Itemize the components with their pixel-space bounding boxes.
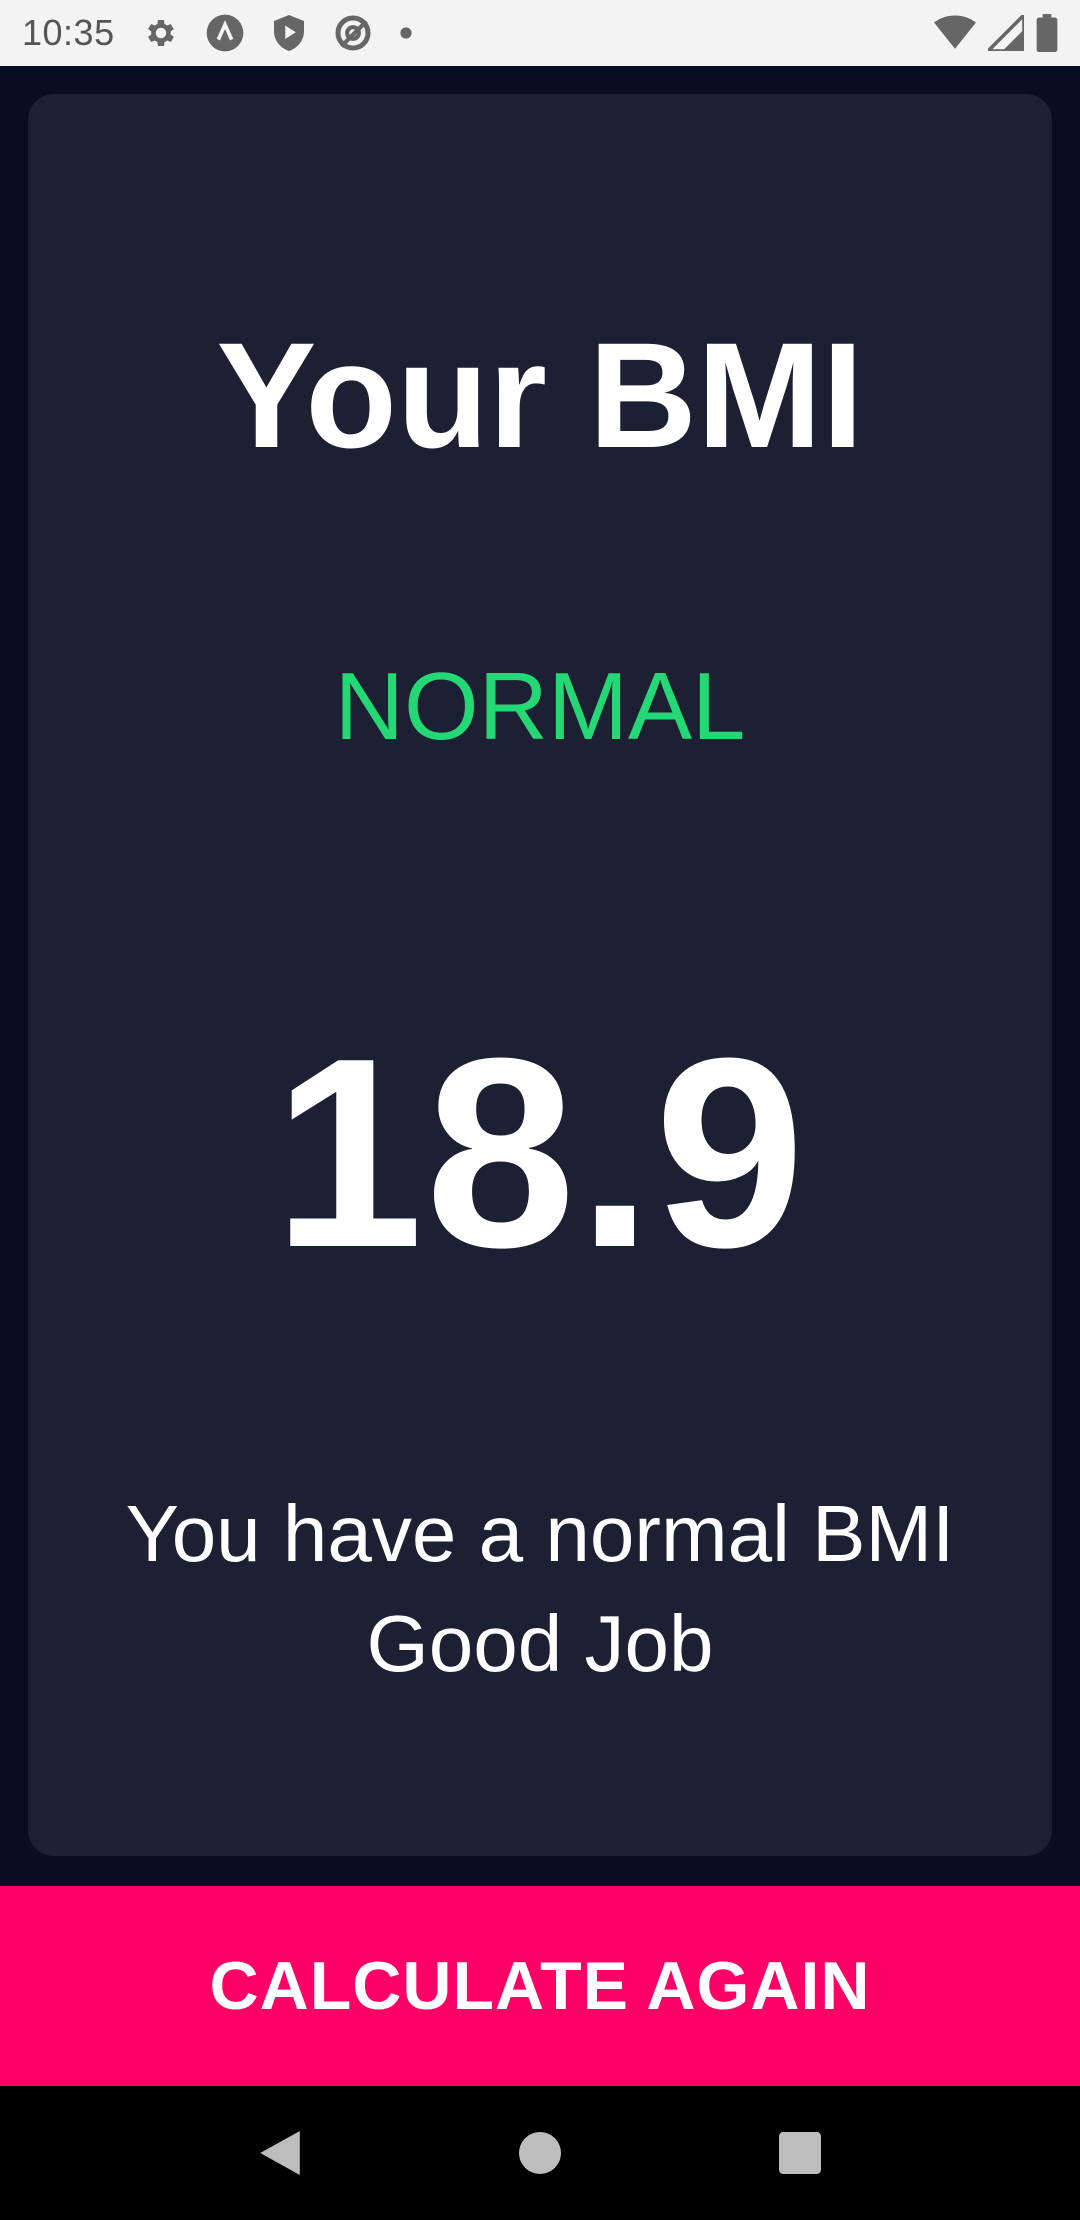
page-title: Your BMI <box>216 311 864 479</box>
status-time: 10:35 <box>22 12 115 53</box>
data-saver-icon <box>333 13 373 53</box>
bmi-message-line1: You have a normal BMI <box>125 1489 955 1578</box>
status-icons-left <box>143 13 413 53</box>
navigation-bar <box>0 2086 1080 2220</box>
dot-icon <box>399 26 413 40</box>
signal-icon <box>988 15 1024 51</box>
wifi-icon <box>934 15 976 51</box>
result-card: Your BMI NORMAL 18.9 You have a normal B… <box>28 94 1052 1856</box>
status-bar: 10:35 <box>0 0 1080 66</box>
bmi-value: 18.9 <box>273 1003 807 1304</box>
bmi-message: You have a normal BMI Good Job <box>28 1479 1052 1699</box>
calculate-again-button[interactable]: CALCULATE AGAIN <box>0 1886 1080 2086</box>
play-protect-icon <box>271 13 307 53</box>
bmi-category-label: NORMAL <box>334 653 746 760</box>
status-icons-right <box>934 14 1058 52</box>
bmi-message-line2: Good Job <box>366 1599 714 1688</box>
recents-button[interactable] <box>760 2113 840 2193</box>
home-icon <box>519 2132 561 2174</box>
app-notification-icon <box>205 13 245 53</box>
recents-icon <box>779 2132 821 2174</box>
bmi-result-screen: Your BMI NORMAL 18.9 You have a normal B… <box>0 66 1080 2086</box>
back-icon <box>260 2131 300 2175</box>
home-button[interactable] <box>500 2113 580 2193</box>
back-button[interactable] <box>240 2113 320 2193</box>
battery-icon <box>1036 14 1058 52</box>
settings-icon <box>143 15 179 51</box>
